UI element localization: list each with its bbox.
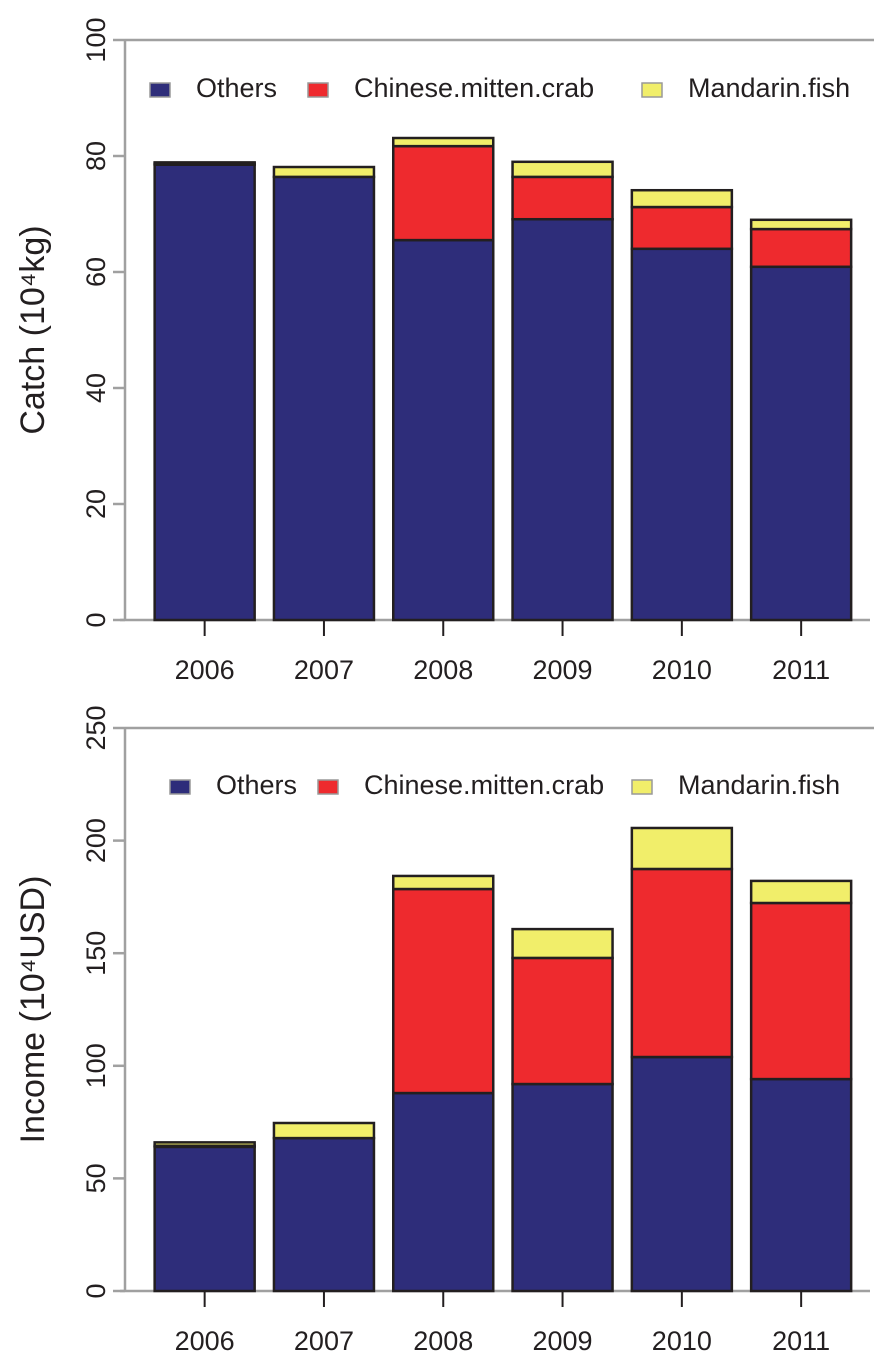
bar-segment [749,879,853,905]
legend-label: Mandarin.fish [688,73,850,103]
legend-label: Mandarin.fish [678,770,840,800]
bar-segment [153,161,256,165]
bar-segment [749,227,853,269]
bar-segment [630,188,734,209]
x-tick-label: 2010 [652,1326,712,1356]
bar-segment [511,175,614,221]
bar-segment [511,217,614,622]
y-tick-label: 0 [81,612,111,627]
x-tick-label: 2007 [294,1326,354,1356]
legend-swatch [307,82,329,98]
y-tick-label: 60 [81,257,111,287]
bar-segment [630,247,734,622]
y-tick-label: 20 [81,489,111,519]
y-tick-label: 200 [81,818,111,863]
bar-segment [272,165,376,179]
bar-segment [153,1141,256,1147]
legend-swatch [149,82,171,98]
legend-swatch [631,779,653,795]
legend-swatch [641,82,663,98]
x-tick-label: 2011 [772,1326,830,1356]
bar-segment [630,826,734,871]
legend-label: Others [196,73,277,103]
legend-swatch [169,779,191,795]
bar-segment [272,175,376,622]
bar-segment [153,163,256,622]
x-tick-label: 2007 [294,655,354,685]
y-tick-label: 100 [81,17,111,62]
bar-segment [630,205,734,251]
y-tick-label: 0 [81,1283,111,1298]
x-tick-label: 2011 [772,655,830,685]
bar-segment [511,956,614,1086]
x-tick-label: 2010 [652,655,712,685]
bar-segment [392,1091,495,1293]
bar-segment [749,901,853,1081]
x-tick-label: 2006 [175,1326,235,1356]
y-tick-label: 250 [81,705,111,750]
bar-segment [392,238,495,622]
bar-segment [511,1082,614,1293]
bar-segment [749,1077,853,1293]
y-axis-label: Income (10⁴USD) [14,876,52,1144]
bar-segment [392,887,495,1095]
y-axis-label: Catch (10⁴kg) [14,225,52,434]
legend-swatch [317,779,339,795]
bar-segment [511,160,614,179]
bar-segment [630,867,734,1059]
bar-segment [272,1136,376,1293]
y-tick-label: 100 [81,1043,111,1088]
legend-label: Others [216,770,297,800]
bar-segment [392,874,495,891]
x-tick-label: 2008 [413,1326,473,1356]
y-tick-label: 80 [81,141,111,171]
y-tick-label: 150 [81,931,111,976]
legend-label: Chinese.mitten.crab [364,770,604,800]
bar-segment [272,1121,376,1140]
y-tick-label: 40 [81,373,111,403]
x-tick-label: 2008 [413,655,473,685]
bar-segment [392,144,495,242]
bar-segment [392,136,495,148]
bar-segment [749,218,853,231]
x-tick-label: 2009 [533,655,593,685]
x-tick-label: 2009 [533,1326,593,1356]
legend-label: Chinese.mitten.crab [354,73,594,103]
y-tick-label: 50 [81,1163,111,1193]
bar-segment [630,1055,734,1293]
x-tick-label: 2006 [175,655,235,685]
bar-segment [511,927,614,960]
bar-segment [749,265,853,622]
bar-segment [153,1145,256,1293]
